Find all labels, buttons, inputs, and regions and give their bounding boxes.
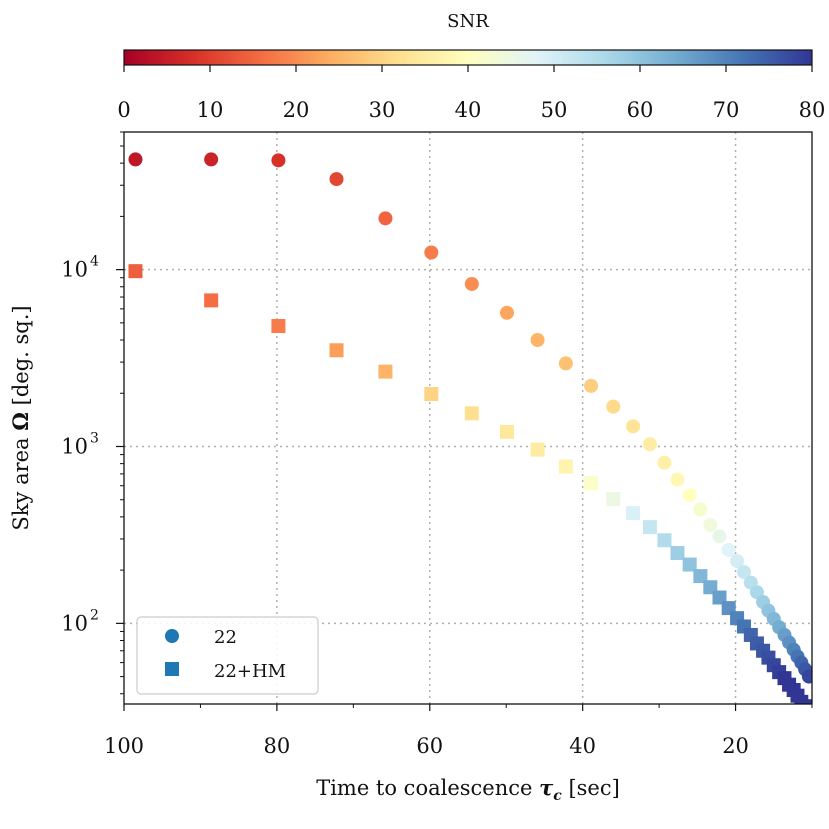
point-22hm	[798, 699, 812, 704]
x-tick-label: 40	[569, 734, 596, 758]
point-22	[558, 356, 573, 371]
point-22hm	[657, 533, 672, 548]
point-22	[606, 399, 621, 414]
y-axis-label-unit: [deg. sq.]	[9, 305, 33, 412]
x-tick-label: 100	[104, 734, 144, 758]
legend: 22 22+HM	[136, 616, 319, 695]
x-tick-label: 20	[722, 734, 749, 758]
point-22hm	[329, 343, 344, 358]
x-axis-label-symbol: τ	[539, 775, 554, 800]
point-22	[424, 245, 439, 260]
y-axis-label-symbol: Ω	[8, 412, 33, 431]
point-22hm	[424, 387, 439, 402]
y-tick-base: 10	[61, 258, 88, 282]
legend-box	[136, 616, 319, 695]
point-22	[530, 333, 545, 348]
legend-label-22hm: 22+HM	[214, 661, 286, 682]
point-22	[271, 153, 286, 168]
colorbar-tick-label: 80	[799, 98, 826, 122]
point-22	[721, 542, 736, 557]
colorbar-tick-label: 0	[117, 98, 130, 122]
point-22	[801, 669, 812, 684]
point-22	[736, 565, 751, 580]
colorbar-tick-label: 10	[197, 98, 224, 122]
data-marks	[128, 152, 812, 704]
point-22	[712, 529, 727, 544]
point-22hm	[558, 459, 573, 474]
colorbar-tick-label: 60	[627, 98, 654, 122]
colorbar-tick-label: 40	[455, 98, 482, 122]
point-22	[499, 305, 514, 320]
x-tick-label: 60	[416, 734, 443, 758]
point-22	[128, 152, 143, 167]
x-axis-ticks: 100 80 60 40 20	[104, 704, 813, 758]
point-22hm	[712, 590, 727, 605]
colorbar-label: SNR	[447, 11, 489, 32]
y-axis-label-main: Sky area	[9, 431, 33, 531]
x-axis-label: Time to coalescence τc [sec]	[316, 775, 620, 804]
plot-frame	[123, 131, 813, 705]
point-22hm	[682, 557, 697, 572]
point-22hm	[606, 491, 621, 506]
legend-label-22: 22	[214, 627, 237, 648]
y-tick-exponent: 3	[90, 430, 99, 446]
point-22hm	[499, 424, 514, 439]
point-22	[626, 419, 641, 434]
point-22hm	[642, 520, 657, 535]
x-axis-label-main: Time to coalescence	[316, 776, 539, 800]
point-22hm	[271, 319, 286, 334]
y-tick-label: 10	[61, 434, 88, 458]
colorbar-tick-label: 70	[713, 98, 740, 122]
colorbar-ticks: 0 10 20 30 40 50 60 70 80	[117, 65, 825, 122]
point-22	[642, 437, 657, 452]
point-22hm	[693, 569, 708, 584]
y-axis-label: Sky area Ω [deg. sq.]	[8, 305, 33, 530]
point-22hm	[464, 406, 479, 421]
x-axis-label-unit: [sec]	[562, 776, 620, 800]
y-tick-label: 10	[61, 258, 88, 282]
y-tick-base: 10	[61, 434, 88, 458]
point-22hm	[204, 293, 219, 308]
point-22	[693, 502, 708, 517]
y-tick-base: 10	[61, 611, 88, 635]
point-22hm	[128, 264, 143, 279]
point-22hm	[584, 476, 599, 491]
point-22	[329, 172, 344, 187]
y-tick-exponent: 2	[90, 607, 99, 623]
point-22	[584, 378, 599, 393]
point-22hm	[378, 364, 393, 379]
colorbar-tick-label: 30	[369, 98, 396, 122]
x-tick-label: 80	[264, 734, 291, 758]
colorbar	[123, 49, 813, 66]
point-22hm	[801, 703, 812, 704]
point-22	[657, 455, 672, 470]
point-22	[730, 554, 745, 569]
point-22	[703, 517, 718, 532]
point-22	[204, 152, 219, 167]
point-22	[464, 276, 479, 291]
point-22	[378, 211, 393, 226]
point-22hm	[626, 506, 641, 521]
y-tick-exponent: 4	[90, 254, 99, 270]
y-tick-label: 10	[61, 611, 88, 635]
x-axis-label-subscript: c	[553, 788, 562, 804]
point-22hm	[530, 442, 545, 457]
point-22	[670, 472, 685, 487]
legend-marker-22	[165, 629, 179, 643]
colorbar-tick-label: 50	[541, 98, 568, 122]
point-22	[682, 488, 697, 503]
colorbar-tick-label: 20	[283, 98, 310, 122]
legend-marker-22hm	[165, 662, 179, 676]
point-22hm	[670, 545, 685, 560]
